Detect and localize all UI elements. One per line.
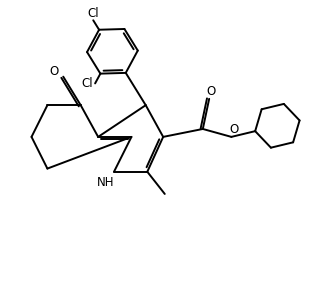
Text: Cl: Cl (87, 8, 99, 20)
Text: O: O (229, 124, 238, 136)
Text: Cl: Cl (81, 77, 92, 90)
Text: O: O (206, 85, 215, 98)
Text: NH: NH (97, 176, 115, 189)
Text: O: O (50, 65, 59, 79)
